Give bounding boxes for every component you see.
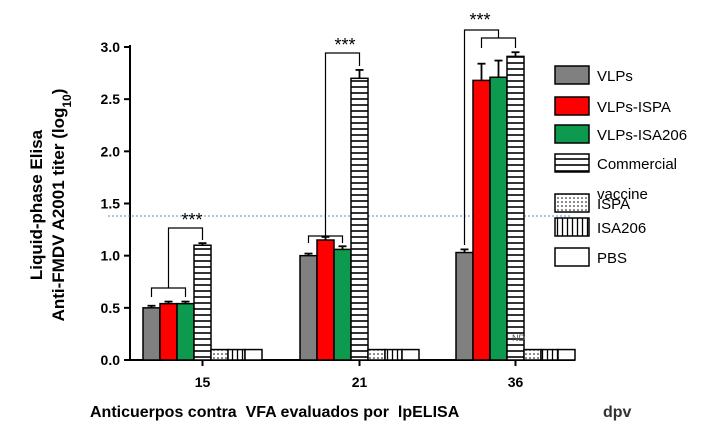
legend-label: PBS xyxy=(597,250,627,267)
bar-vlps-isa206-21 xyxy=(333,248,352,361)
bar-pbs-36 xyxy=(557,348,576,361)
bar-isa206-21 xyxy=(384,348,403,361)
significance-bracket-upper xyxy=(324,52,361,236)
significance-bracket-lower xyxy=(150,287,187,297)
bar-vlps-ispa-15 xyxy=(159,302,178,361)
bar-vlps-36 xyxy=(455,251,474,361)
legend-swatch-vlps xyxy=(554,65,590,85)
y-tick-label: 2.0 xyxy=(101,143,121,159)
legend-label: VLPs-ISA206 xyxy=(597,127,687,144)
legend-swatch-commercial-vaccine xyxy=(554,153,590,173)
x-tick-label: 36 xyxy=(508,374,524,390)
significance-bracket-upper xyxy=(167,227,204,288)
bar-ispa-15 xyxy=(210,348,229,361)
bar-pbs-15 xyxy=(244,348,263,361)
significance-bracket-upper xyxy=(463,29,500,245)
bar-commercial-vaccine-36 xyxy=(506,55,525,361)
bar-isa206-15 xyxy=(227,348,246,361)
legend-label: vaccine xyxy=(597,186,648,203)
legend-swatch-vlps-ispa xyxy=(554,96,590,116)
significance-label: *** xyxy=(334,35,355,55)
y-tick-label: 1.0 xyxy=(101,248,121,264)
bar-vlps-isa206-36 xyxy=(489,76,508,361)
y-axis-label: Liquid-phase Elisa Anti-FMDV A2001 titer… xyxy=(27,89,74,322)
bar-commercial-vaccine-15 xyxy=(193,244,212,361)
legend-label: ISA206 xyxy=(597,220,646,237)
bar-vlps-21 xyxy=(299,254,318,361)
bar-vlps-isa206-15 xyxy=(176,302,195,361)
y-tick-label: 1.5 xyxy=(101,196,121,212)
legend: VLPs VLPs-ISPA VLPs-ISA206 Commercial vaccin… xyxy=(554,65,687,267)
bar-commercial-vaccine-21 xyxy=(350,77,369,361)
significance-label: *** xyxy=(469,10,490,30)
bar-vlps-15 xyxy=(142,307,161,361)
y-tick-label: 3.0 xyxy=(101,39,121,55)
x-axis-caption-text: Anticuerpos contra VFA evaluados por lpE… xyxy=(90,404,460,421)
legend-swatch-pbs xyxy=(554,247,590,267)
bar-isa206-36 xyxy=(540,348,559,361)
legend-swatch-ispa xyxy=(554,193,590,213)
legend-swatch-isa206 xyxy=(554,217,590,237)
plot-area: 0.0 0.5 1.0 1.5 2.0 2.5 3.0 15 21 36 *** *** *** ND xyxy=(101,10,576,390)
bar-ispa-36 xyxy=(523,348,542,361)
legend-label: ISPA xyxy=(597,196,630,213)
annotation-nd: ND xyxy=(512,333,525,343)
legend-label: VLPs xyxy=(597,68,633,85)
x-tick-label: 15 xyxy=(195,374,211,390)
significance-bracket-lower xyxy=(480,37,517,48)
legend-label: VLPs-ISPA xyxy=(597,99,671,116)
significance-label: *** xyxy=(181,210,202,230)
bar-vlps-ispa-36 xyxy=(472,79,491,361)
bar-ispa-21 xyxy=(367,348,386,361)
y-tick-label: 2.5 xyxy=(101,91,121,107)
legend-swatch-vlps-isa206 xyxy=(554,124,590,144)
bar-pbs-21 xyxy=(401,348,420,361)
legend-label: Commercial xyxy=(597,156,677,173)
y-tick-label: 0.5 xyxy=(101,300,121,316)
x-tick-label: 21 xyxy=(352,374,368,390)
y-tick-label: 0.0 xyxy=(101,352,121,368)
bar-vlps-ispa-21 xyxy=(316,239,335,361)
y-axis-label-line2: Anti-FMDV A2001 titer (log10) xyxy=(49,89,74,322)
y-axis-label-line1: Liquid-phase Elisa xyxy=(27,129,46,280)
x-axis-unit: dpv xyxy=(603,404,632,421)
